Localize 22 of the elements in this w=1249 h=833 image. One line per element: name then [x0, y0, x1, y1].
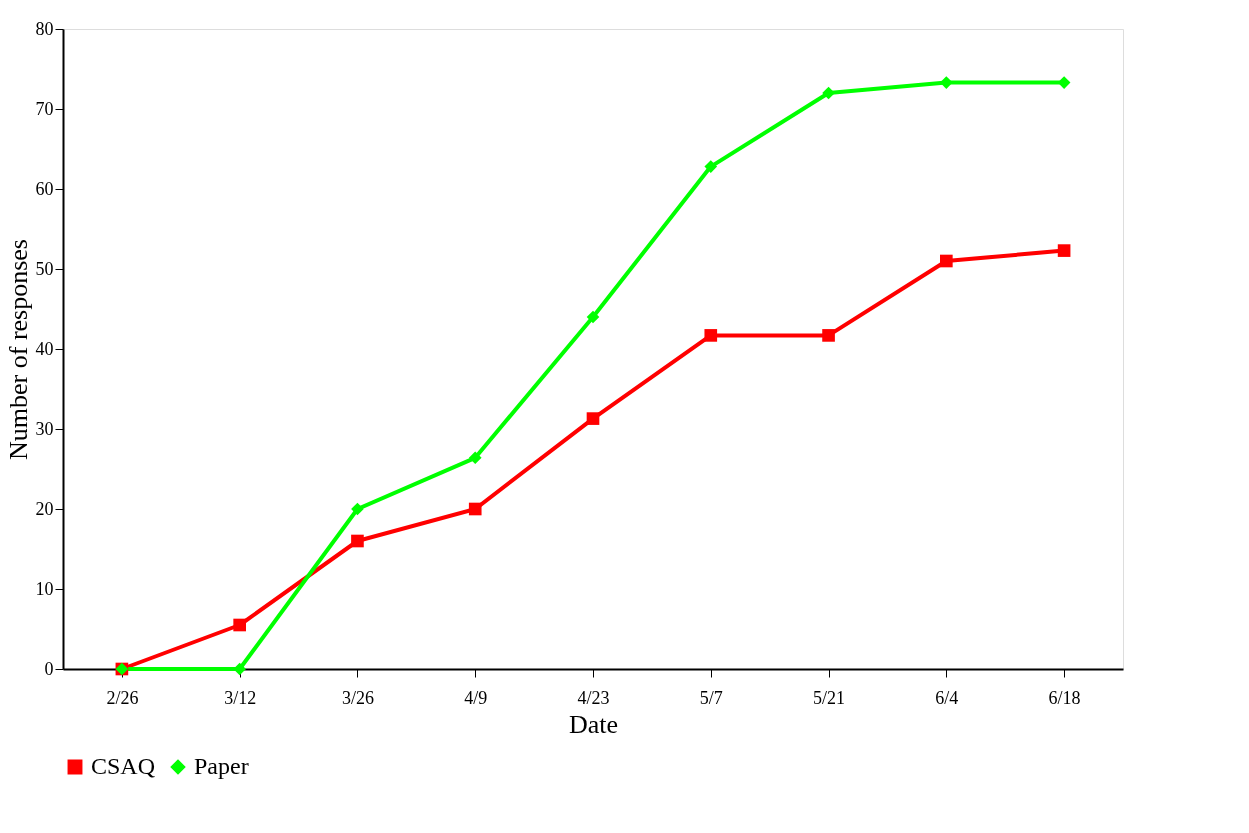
- y-tick-label: 70: [35, 98, 54, 119]
- y-tick-label: 0: [44, 658, 54, 679]
- y-tick-label: 10: [35, 578, 54, 599]
- y-tick-label: 40: [35, 338, 54, 359]
- legend-label: Paper: [194, 753, 249, 779]
- x-tick-label: 5/7: [699, 687, 723, 708]
- y-axis-title: Number of responses: [3, 239, 33, 460]
- x-tick-label: 3/26: [341, 687, 374, 708]
- x-tick-label: 4/23: [577, 687, 610, 708]
- x-axis-title: Date: [568, 709, 619, 739]
- y-tick-label: 80: [35, 18, 54, 39]
- x-tick-label: 2/26: [106, 687, 139, 708]
- y-tick-label: 50: [35, 258, 54, 279]
- x-tick-label: 6/18: [1048, 687, 1081, 708]
- x-tick-label: 6/4: [935, 687, 959, 708]
- y-tick-label: 60: [35, 178, 54, 199]
- x-tick-label: 4/9: [464, 687, 488, 708]
- y-tick-label: 20: [35, 498, 54, 519]
- x-tick-label: 5/21: [813, 687, 846, 708]
- y-tick-label: 30: [35, 418, 54, 439]
- legend-label: CSAQ: [91, 753, 156, 779]
- x-tick-label: 3/12: [224, 687, 257, 708]
